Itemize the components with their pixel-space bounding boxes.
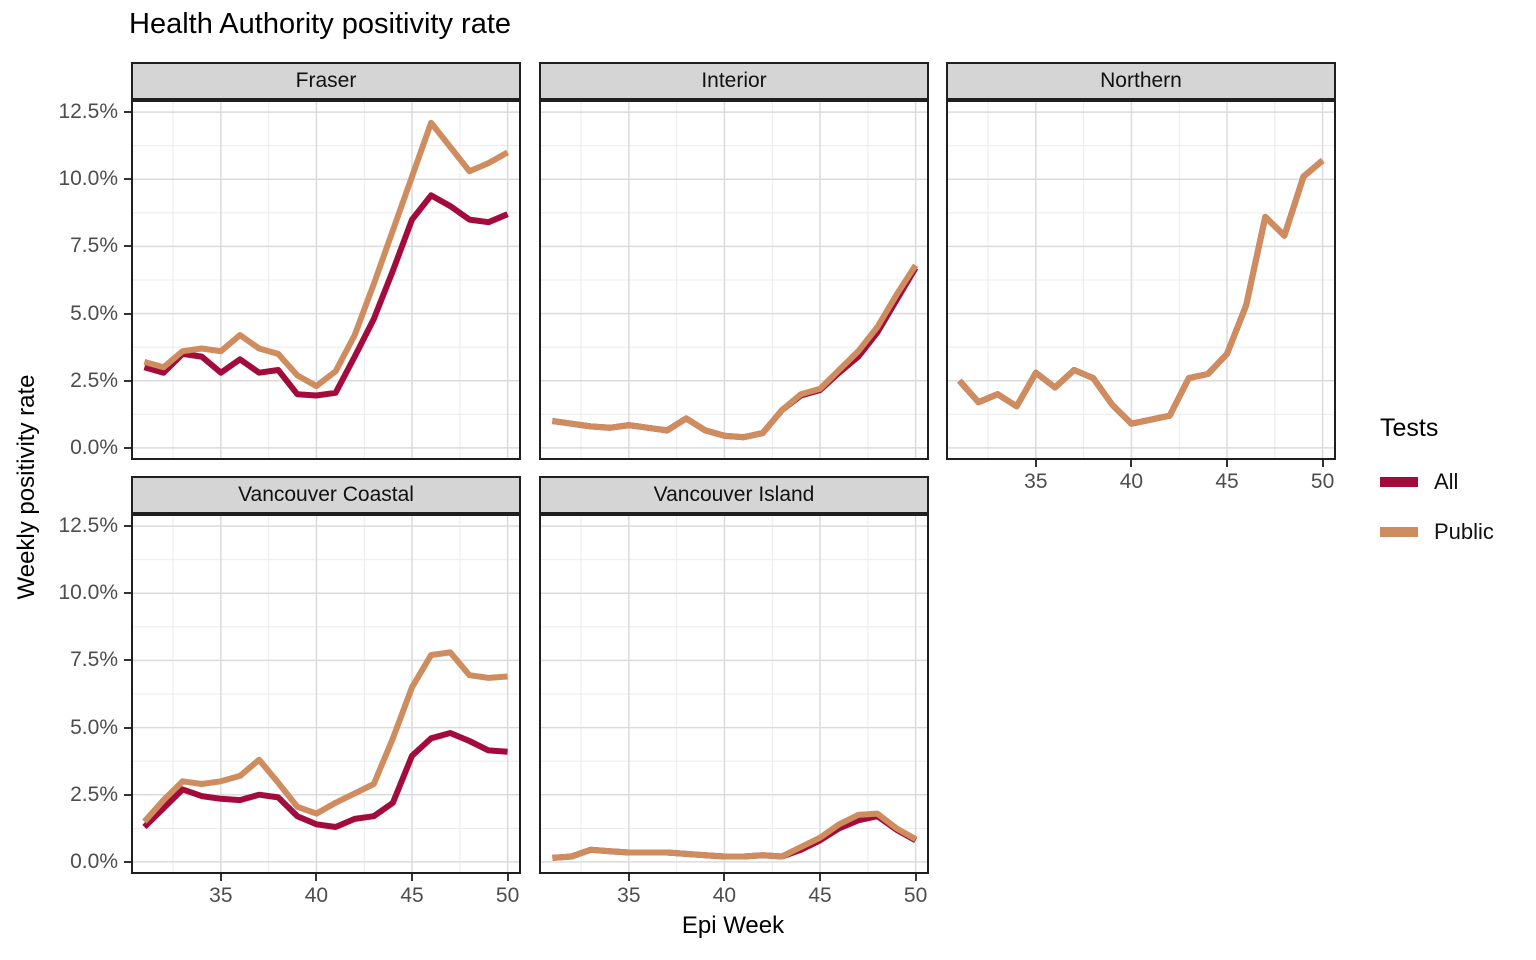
legend-swatch-all-icon xyxy=(1380,477,1418,487)
y-tick-mark xyxy=(124,111,131,114)
plot-title: Health Authority positivity rate xyxy=(129,8,512,40)
x-tick-label: 45 xyxy=(400,884,424,907)
x-tick-mark xyxy=(914,874,917,881)
series-line-public xyxy=(143,119,510,390)
facet-panel-interior xyxy=(539,100,929,460)
x-tick-mark xyxy=(315,874,318,881)
x-tick-label: 50 xyxy=(495,884,520,907)
y-tick-label: 10.0% xyxy=(58,581,118,605)
y-tick-label: 0.0% xyxy=(70,849,118,873)
y-tick-mark xyxy=(124,178,131,181)
x-tick-mark xyxy=(723,874,726,881)
y-tick-label: 7.5% xyxy=(70,648,118,672)
y-tick-label: 5.0% xyxy=(70,301,118,325)
x-tick-mark xyxy=(819,874,822,881)
facet-strip-vancouver-coastal: Vancouver Coastal xyxy=(131,476,521,514)
x-tick-mark xyxy=(1034,460,1037,467)
facet-panel-vancouver-island xyxy=(539,514,929,874)
y-tick-label: 10.0% xyxy=(58,167,118,191)
x-tick-label: 50 xyxy=(1310,470,1335,493)
x-tick-label: 35 xyxy=(1024,470,1048,493)
x-tick-label: 40 xyxy=(712,884,737,907)
x-tick-label: 45 xyxy=(1215,470,1239,493)
x-tick-label: 40 xyxy=(1119,470,1144,493)
y-tick-mark xyxy=(124,860,131,863)
y-tick-mark xyxy=(124,726,131,729)
y-tick-mark xyxy=(124,245,131,248)
x-tick-label: 50 xyxy=(903,884,928,907)
y-tick-label: 7.5% xyxy=(70,234,118,258)
y-tick-mark xyxy=(124,379,131,382)
x-tick-mark xyxy=(506,874,509,881)
y-tick-mark xyxy=(124,525,131,528)
facet-panel-fraser xyxy=(131,100,521,460)
y-tick-label: 12.5% xyxy=(58,514,118,538)
facet-strip-fraser: Fraser xyxy=(131,62,521,100)
series-line-public xyxy=(551,263,919,441)
facet-panel-vancouver-coastal xyxy=(131,514,521,874)
y-tick-mark xyxy=(124,312,131,315)
x-tick-mark xyxy=(411,874,414,881)
y-tick-label: 2.5% xyxy=(70,368,118,392)
legend-label-public: Public xyxy=(1434,519,1494,544)
legend-swatch-public-icon xyxy=(1380,527,1418,537)
facet-strip-interior: Interior xyxy=(539,62,929,100)
x-tick-label: 40 xyxy=(304,884,329,907)
legend-item-public: Public xyxy=(1380,519,1530,545)
x-tick-mark xyxy=(1130,460,1133,467)
y-tick-mark xyxy=(124,659,131,662)
y-tick-label: 12.5% xyxy=(58,100,118,124)
y-axis-title: Weekly positivity rate xyxy=(13,374,40,600)
series-line-public xyxy=(552,810,918,861)
series-line-all xyxy=(142,730,508,830)
facet-strip-vancouver-island: Vancouver Island xyxy=(539,476,929,514)
series-line-all xyxy=(551,266,919,441)
series-line-all xyxy=(957,158,1325,427)
x-tick-mark xyxy=(1226,460,1229,467)
legend-label-all: All xyxy=(1434,469,1459,494)
y-tick-label: 0.0% xyxy=(70,435,118,459)
facet-panel-northern xyxy=(946,100,1336,460)
y-tick-label: 2.5% xyxy=(70,782,118,806)
x-tick-label: 45 xyxy=(808,884,832,907)
x-tick-label: 35 xyxy=(209,884,233,907)
x-tick-mark xyxy=(627,874,630,881)
series-line-public xyxy=(957,158,1325,427)
x-tick-label: 35 xyxy=(617,884,641,907)
y-tick-label: 5.0% xyxy=(70,715,118,739)
y-tick-mark xyxy=(124,592,131,595)
x-axis-title: Epi Week xyxy=(681,912,785,939)
facet-strip-northern: Northern xyxy=(946,62,1336,100)
series-line-public xyxy=(142,649,508,824)
series-line-all xyxy=(143,192,509,399)
y-tick-mark xyxy=(124,793,131,796)
legend: Tests All Public xyxy=(1380,414,1530,569)
x-tick-mark xyxy=(1321,460,1324,467)
y-tick-mark xyxy=(124,446,131,449)
legend-title: Tests xyxy=(1380,414,1439,442)
x-tick-mark xyxy=(219,874,222,881)
legend-item-all: All xyxy=(1380,469,1530,495)
